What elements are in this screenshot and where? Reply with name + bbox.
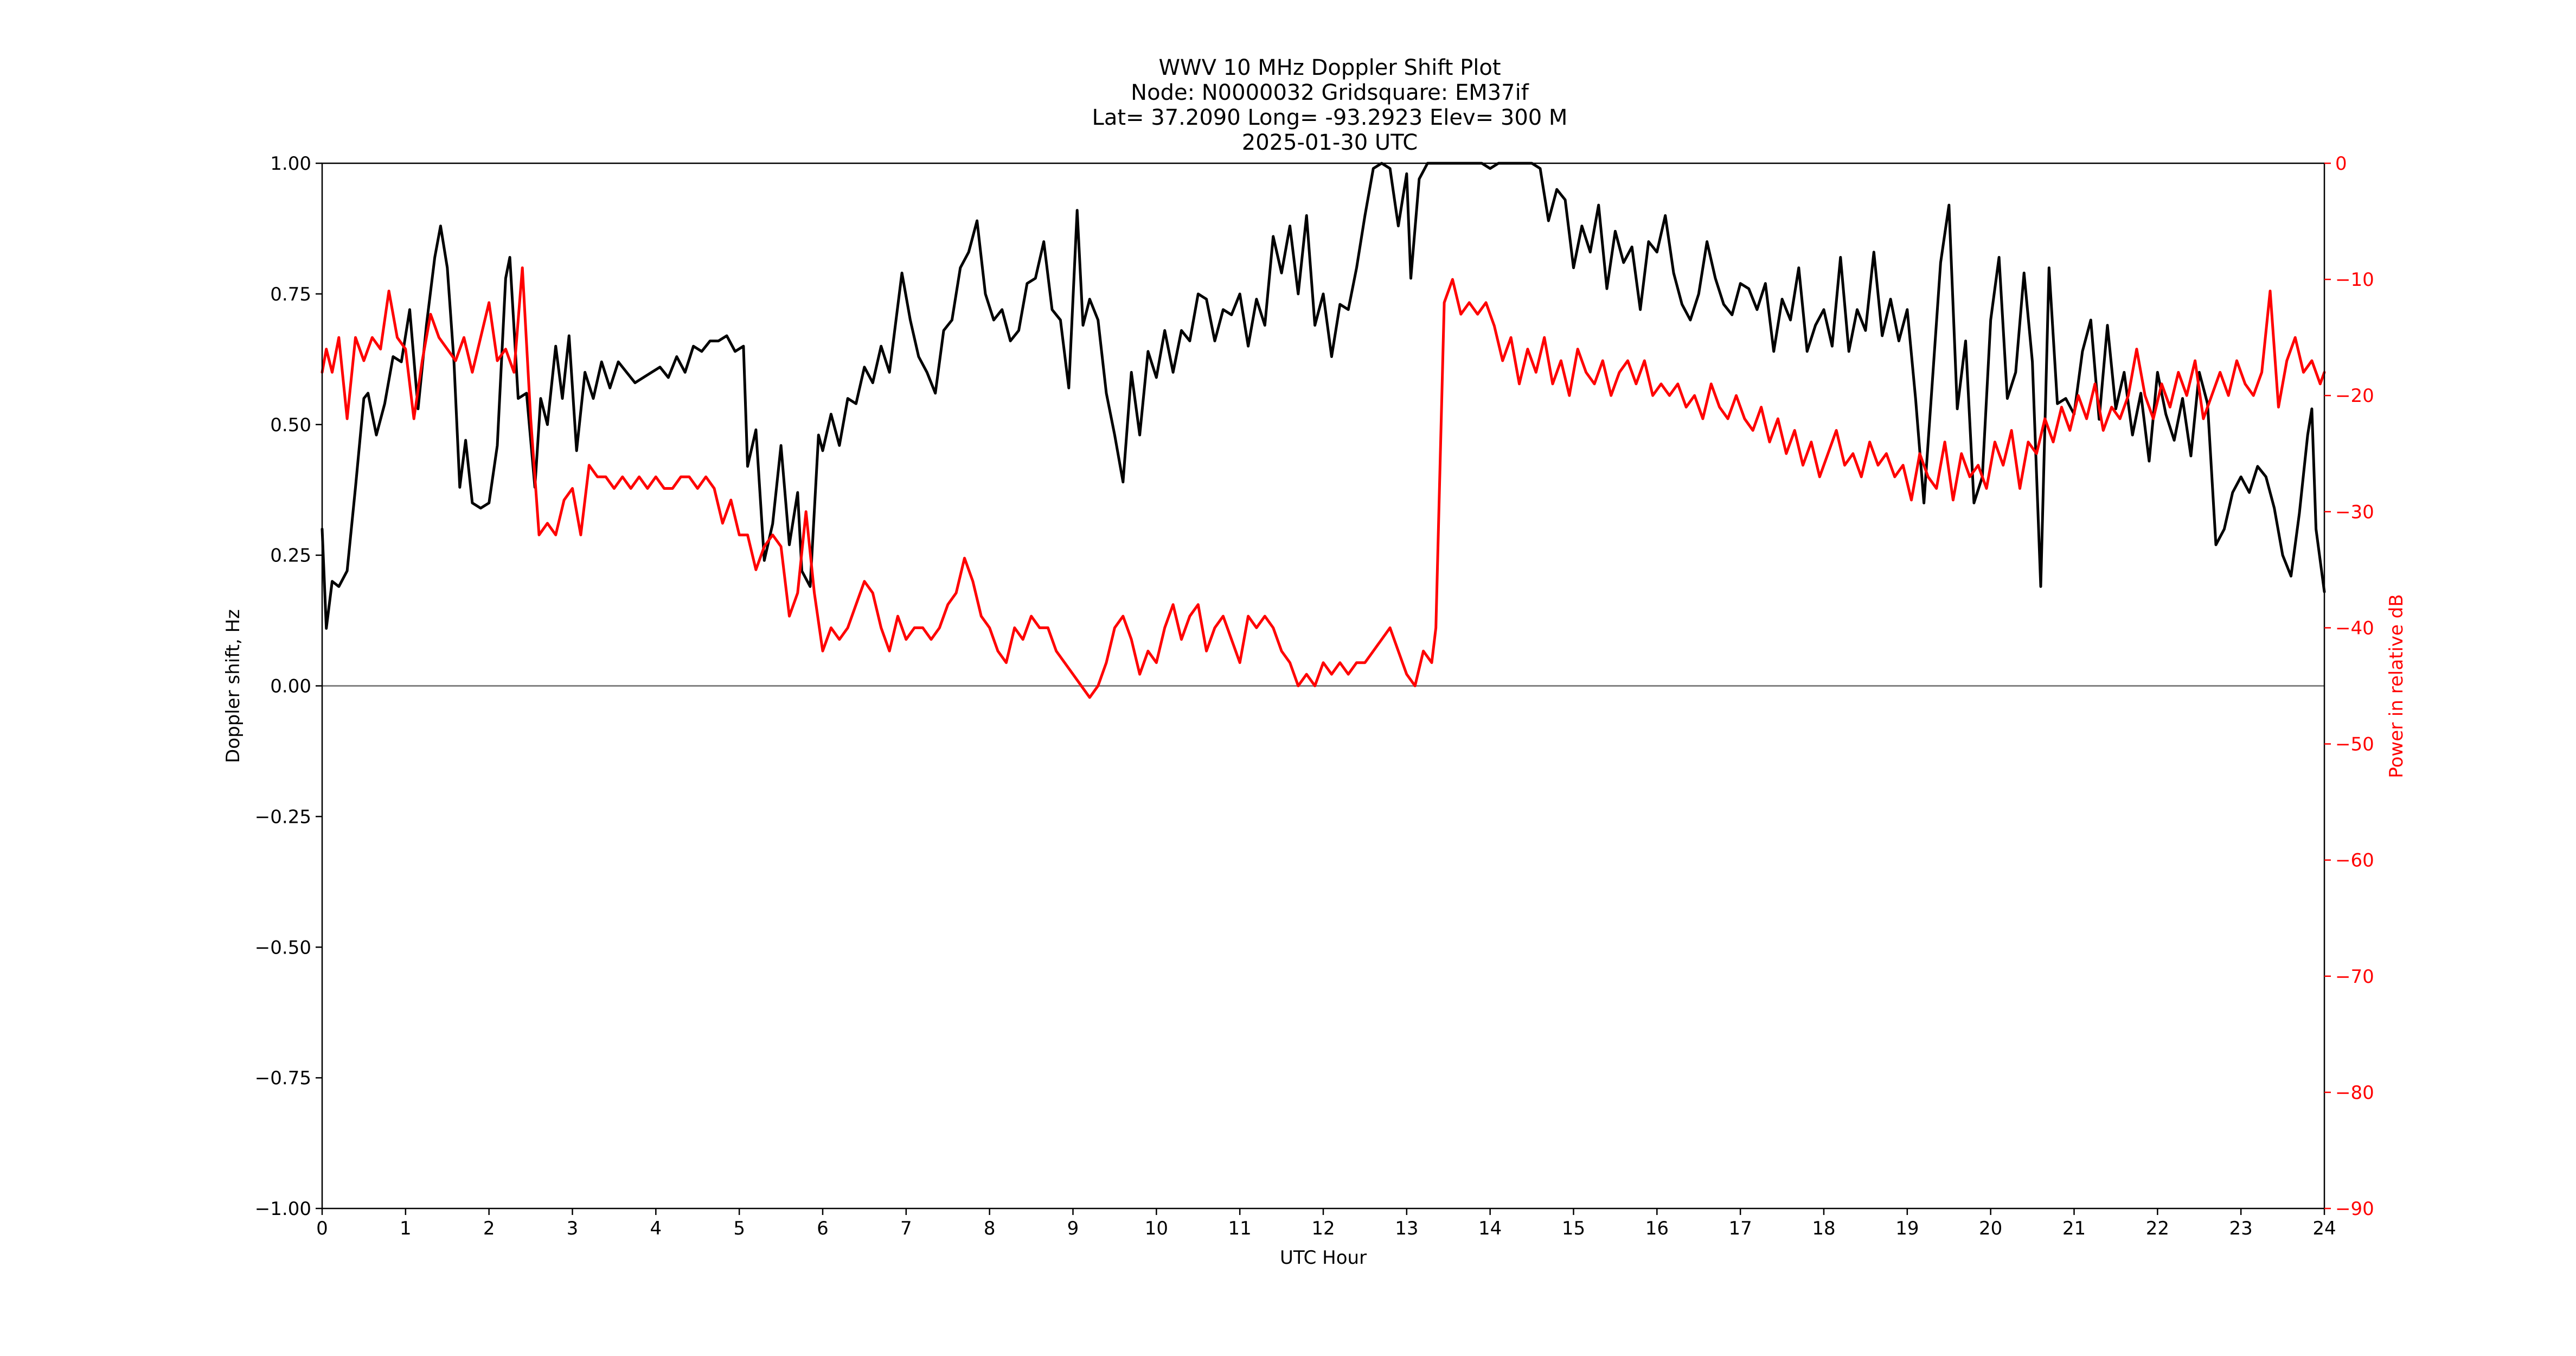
y-left-tick-label: −0.75 <box>255 1067 311 1089</box>
series-layer <box>321 162 2326 699</box>
x-tick-label: 16 <box>1645 1218 1669 1239</box>
y-axis-left: 1.00 0.75 0.50 0.25 0.00 −0.25 −0.50 −0.75 −1.00 <box>255 153 322 1220</box>
title-line-3: Lat= 37.2090 Long= -93.2923 Elev= 300 M <box>1092 105 1568 130</box>
y-left-tick-label: −0.50 <box>255 937 311 958</box>
x-tick-label: 5 <box>733 1218 745 1239</box>
y-axis-left-label: Doppler shift, Hz <box>222 609 244 763</box>
x-tick-label: 1 <box>400 1218 412 1239</box>
x-tick-label: 13 <box>1395 1218 1418 1239</box>
y-left-tick-label: 0.00 <box>270 676 311 698</box>
x-tick-label: 7 <box>900 1218 912 1239</box>
x-tick-label: 20 <box>1979 1218 2002 1239</box>
x-tick-label: 22 <box>2146 1218 2169 1239</box>
x-tick-label: 3 <box>567 1218 579 1239</box>
y-right-tick-label: −30 <box>2335 501 2374 523</box>
x-tick-label: 18 <box>1812 1218 1835 1239</box>
y-right-tick-label: −20 <box>2335 385 2374 407</box>
y-right-tick-label: 0 <box>2335 153 2347 175</box>
y-right-tick-label: −60 <box>2335 850 2374 872</box>
x-axis-label: UTC Hour <box>1280 1247 1367 1269</box>
x-tick-label: 6 <box>817 1218 829 1239</box>
y-right-tick-label: −10 <box>2335 269 2374 291</box>
x-tick-label: 17 <box>1729 1218 1752 1239</box>
y-right-tick-label: −50 <box>2335 734 2374 756</box>
x-tick-label: 9 <box>1067 1218 1079 1239</box>
y-right-tick-label: −70 <box>2335 966 2374 988</box>
x-tick-label: 2 <box>483 1218 495 1239</box>
y-right-tick-label: −80 <box>2335 1082 2374 1104</box>
x-tick-label: 11 <box>1228 1218 1252 1239</box>
doppler-series-line <box>321 162 2326 630</box>
y-right-tick-label: −90 <box>2335 1198 2374 1220</box>
y-axis-right: 0 −10 −20 −30 −40 −50 −60 −70 −80 −90 <box>2324 153 2374 1220</box>
x-tick-label: 12 <box>1311 1218 1335 1239</box>
power-series-line <box>321 266 2326 699</box>
title-line-4: 2025-01-30 UTC <box>1242 130 1418 155</box>
y-right-tick-label: −40 <box>2335 617 2374 639</box>
x-tick-label: 4 <box>650 1218 662 1239</box>
y-left-tick-label: −0.25 <box>255 806 311 828</box>
x-tick-label: 8 <box>984 1218 996 1239</box>
x-tick-label: 21 <box>2062 1218 2086 1239</box>
y-left-tick-label: 1.00 <box>270 153 311 175</box>
y-left-tick-label: −1.00 <box>255 1198 311 1220</box>
x-axis: 0 1 2 3 4 5 6 7 8 9 10 11 12 13 14 15 16 17 18 19 20 21 22 23 24 <box>316 1208 2336 1239</box>
y-axis-right-label: Power in relative dB <box>2386 594 2407 778</box>
x-tick-label: 23 <box>2229 1218 2253 1239</box>
title-line-2: Node: N0000032 Gridsquare: EM37if <box>1131 80 1529 105</box>
chart-title: WWV 10 MHz Doppler Shift Plot Node: N000… <box>1092 55 1568 155</box>
x-tick-label: 19 <box>1895 1218 1919 1239</box>
x-tick-label: 0 <box>316 1218 328 1239</box>
y-left-tick-label: 0.75 <box>270 284 311 305</box>
x-tick-label: 24 <box>2312 1218 2336 1239</box>
x-tick-label: 14 <box>1478 1218 1502 1239</box>
y-left-tick-label: 0.25 <box>270 545 311 567</box>
x-tick-label: 10 <box>1145 1218 1168 1239</box>
x-tick-label: 15 <box>1562 1218 1585 1239</box>
y-left-tick-label: 0.50 <box>270 414 311 436</box>
title-line-1: WWV 10 MHz Doppler Shift Plot <box>1158 55 1501 80</box>
